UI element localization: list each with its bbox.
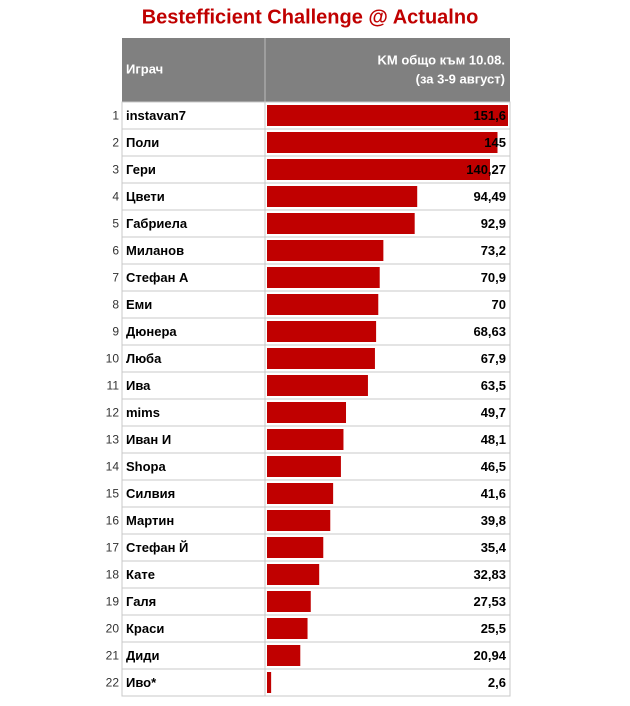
bar <box>267 321 377 342</box>
value-label: 94,49 <box>473 189 506 204</box>
value-label: 20,94 <box>473 648 506 663</box>
bar <box>267 618 308 639</box>
name: Люба <box>126 351 162 366</box>
value-label: 2,6 <box>488 675 506 690</box>
bar <box>267 186 418 207</box>
row-number: 19 <box>106 595 120 609</box>
row-number: 22 <box>106 676 120 690</box>
bar <box>267 105 508 126</box>
row-number: 18 <box>106 568 120 582</box>
value-label: 145 <box>484 135 506 150</box>
header-bg <box>122 38 510 102</box>
row-number: 12 <box>106 406 120 420</box>
bar <box>267 213 415 234</box>
row-number: 15 <box>106 487 120 501</box>
value-label: 25,5 <box>481 621 506 636</box>
name: Габриела <box>126 216 188 231</box>
row-number: 1 <box>112 109 119 123</box>
bar <box>267 267 380 288</box>
name: Иван И <box>126 432 171 447</box>
row-number: 5 <box>112 217 119 231</box>
name: Миланов <box>126 243 184 258</box>
row-number: 6 <box>112 244 119 258</box>
row-number: 4 <box>112 190 119 204</box>
value-label: 48,1 <box>481 432 506 447</box>
row-number: 10 <box>106 352 120 366</box>
title: Bestefficient Challenge @ Actualno <box>142 6 479 28</box>
bar <box>267 483 334 504</box>
bar <box>267 429 344 450</box>
name: Иво* <box>126 675 157 690</box>
bar <box>267 645 301 666</box>
name: Поли <box>126 135 159 150</box>
row-number: 13 <box>106 433 120 447</box>
header-value-sub: (за 3-9 август) <box>416 71 505 86</box>
bar <box>267 375 368 396</box>
name: Стефан Й <box>126 540 188 555</box>
value-label: 73,2 <box>481 243 506 258</box>
row-number: 2 <box>112 136 119 150</box>
name: Дюнера <box>126 324 177 339</box>
name: Мартин <box>126 513 174 528</box>
value-label: 35,4 <box>481 540 507 555</box>
name: mims <box>126 405 160 420</box>
row-number: 7 <box>112 271 119 285</box>
row-bg <box>121 668 511 697</box>
value-label: 46,5 <box>481 459 506 474</box>
value-label: 67,9 <box>481 351 506 366</box>
bar <box>267 294 379 315</box>
bar <box>267 564 320 585</box>
bar <box>267 591 311 612</box>
name: Силвия <box>126 486 175 501</box>
header-name: Играч <box>126 61 163 76</box>
name: instavan7 <box>126 108 186 123</box>
row-number: 20 <box>106 622 120 636</box>
bar <box>267 348 375 369</box>
bar <box>267 672 272 693</box>
name: Диди <box>126 648 160 663</box>
row-bg <box>121 641 511 670</box>
row-number: 17 <box>106 541 120 555</box>
bar <box>267 159 490 180</box>
bar <box>267 510 331 531</box>
name: Галя <box>126 594 156 609</box>
row-number: 14 <box>106 460 120 474</box>
value-label: 49,7 <box>481 405 506 420</box>
value-label: 70,9 <box>481 270 506 285</box>
name: Краси <box>126 621 164 636</box>
value-label: 140,27 <box>466 162 506 177</box>
bar <box>267 240 384 261</box>
row-number: 21 <box>106 649 120 663</box>
bar <box>267 537 324 558</box>
bar <box>267 402 347 423</box>
value-label: 41,6 <box>481 486 506 501</box>
name: Гери <box>126 162 156 177</box>
value-label: 27,53 <box>473 594 506 609</box>
header-value: KM общо към 10.08. <box>377 52 505 67</box>
value-label: 151,6 <box>473 108 506 123</box>
value-label: 39,8 <box>481 513 506 528</box>
bar <box>267 132 498 153</box>
row-number: 16 <box>106 514 120 528</box>
name: Кате <box>126 567 155 582</box>
value-label: 32,83 <box>473 567 506 582</box>
value-label: 70 <box>492 297 506 312</box>
row-bg <box>121 587 511 616</box>
row-number: 3 <box>112 163 119 177</box>
row-number: 9 <box>112 325 119 339</box>
name: Shopa <box>126 459 166 474</box>
row-number: 8 <box>112 298 119 312</box>
row-number: 11 <box>107 379 120 393</box>
name: Еми <box>126 297 152 312</box>
row-bg <box>121 614 511 643</box>
name: Ива <box>126 378 151 393</box>
name: Цвети <box>126 189 165 204</box>
bar <box>267 456 341 477</box>
name: Стефан А <box>126 270 189 285</box>
value-label: 63,5 <box>481 378 506 393</box>
value-label: 68,63 <box>473 324 506 339</box>
value-label: 92,9 <box>481 216 506 231</box>
